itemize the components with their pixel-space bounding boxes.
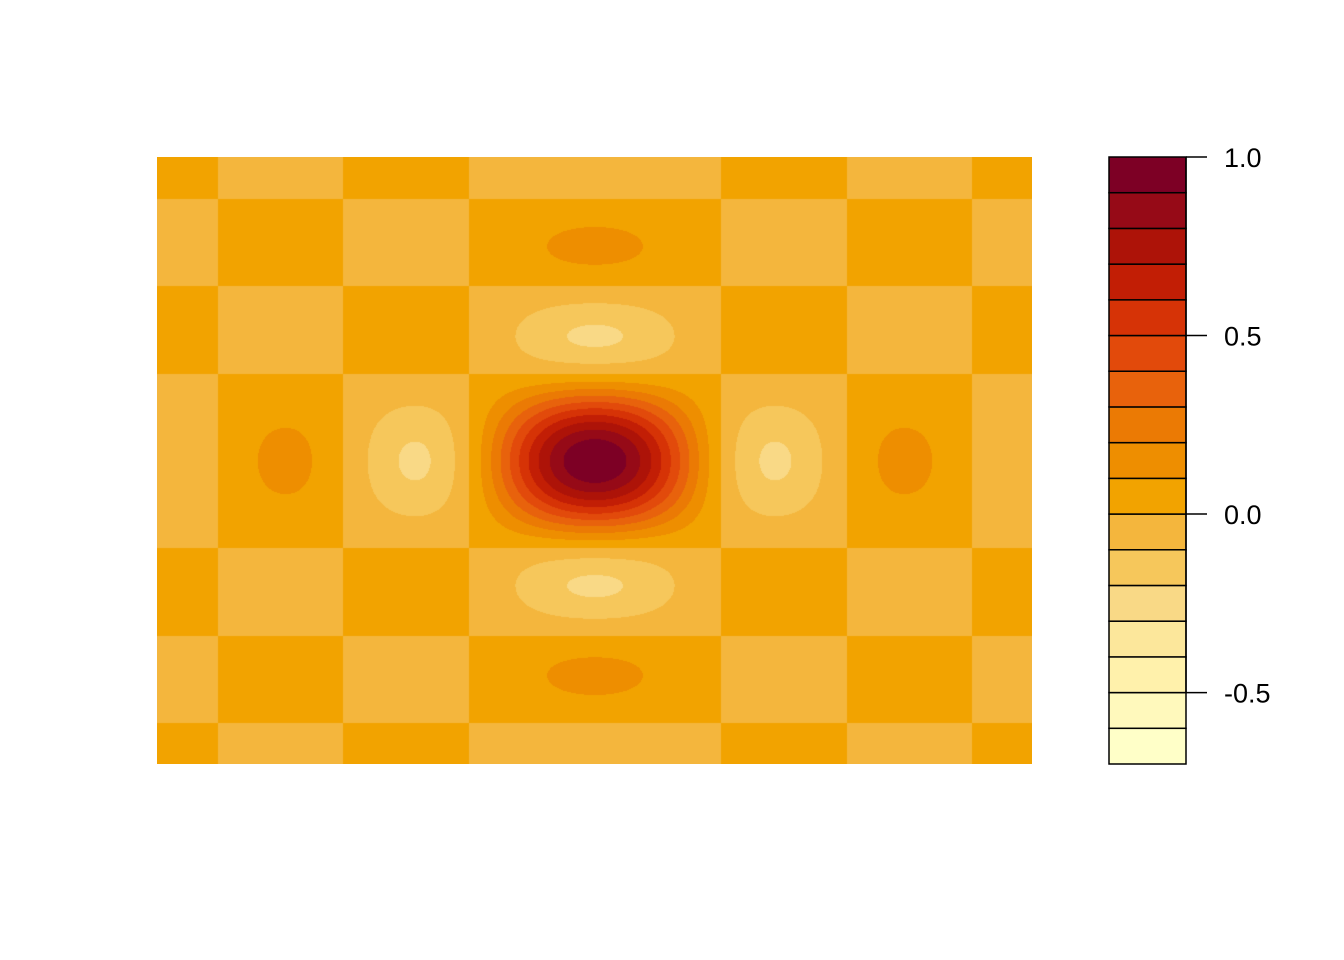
contour-surface [157, 157, 1032, 764]
color-key-band [1108, 691, 1187, 730]
plot-area [157, 157, 1032, 764]
color-key-band [1108, 584, 1187, 622]
color-key-band [1108, 477, 1187, 515]
color-key-band [1108, 441, 1187, 480]
color-key-band [1108, 334, 1187, 372]
color-key-band [1108, 263, 1187, 301]
color-key-axis: 1.0 0.5 0.0 -0.5 [1185, 143, 1271, 709]
color-key-band [1108, 299, 1187, 337]
color-key-band [1108, 727, 1187, 765]
color-key-band [1108, 513, 1187, 551]
color-key-band [1108, 156, 1187, 194]
color-key-band [1108, 191, 1187, 230]
color-key-band [1108, 370, 1187, 408]
color-key-tick-label: 0.5 [1224, 322, 1262, 352]
color-key-band [1108, 620, 1187, 658]
color-key-tick-label: -0.5 [1224, 679, 1271, 709]
color-key-tick-label: 0.0 [1224, 500, 1262, 530]
color-key-band [1108, 549, 1187, 587]
color-key [1108, 156, 1187, 765]
color-key-band [1108, 656, 1187, 694]
color-key-tick-label: 1.0 [1224, 143, 1262, 173]
color-key-band [1108, 406, 1187, 444]
color-key-band [1108, 227, 1187, 265]
